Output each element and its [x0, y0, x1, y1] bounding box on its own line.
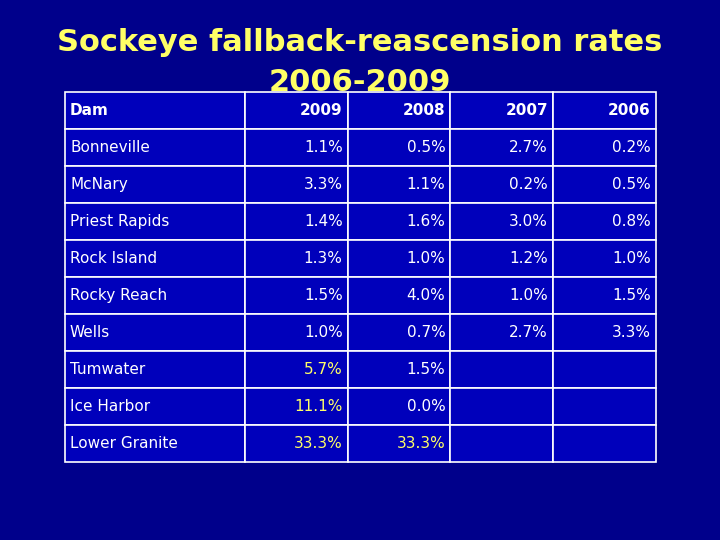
Bar: [245, 129, 348, 166]
Text: 1.1%: 1.1%: [407, 177, 445, 192]
Text: 0.0%: 0.0%: [407, 399, 445, 414]
Text: 3.3%: 3.3%: [611, 325, 651, 340]
Text: 2006: 2006: [608, 103, 651, 118]
Bar: [450, 314, 553, 351]
Text: 1.6%: 1.6%: [406, 214, 445, 229]
Bar: [65, 166, 245, 203]
Text: Lower Granite: Lower Granite: [70, 436, 178, 451]
Text: Rocky Reach: Rocky Reach: [70, 288, 167, 303]
Bar: [553, 425, 656, 462]
Bar: [65, 129, 245, 166]
Text: 0.5%: 0.5%: [407, 140, 445, 155]
Bar: [450, 92, 553, 129]
Bar: [553, 314, 656, 351]
Bar: [65, 351, 245, 388]
Bar: [65, 240, 245, 277]
Text: 33.3%: 33.3%: [294, 436, 343, 451]
Text: 1.1%: 1.1%: [304, 140, 343, 155]
Bar: [245, 314, 348, 351]
Bar: [245, 92, 348, 129]
Bar: [450, 129, 553, 166]
Text: 2.7%: 2.7%: [509, 325, 548, 340]
Bar: [553, 388, 656, 425]
Text: Bonneville: Bonneville: [70, 140, 150, 155]
Bar: [348, 314, 450, 351]
Bar: [245, 166, 348, 203]
Bar: [348, 92, 450, 129]
Text: 3.3%: 3.3%: [304, 177, 343, 192]
Text: 1.0%: 1.0%: [304, 325, 343, 340]
Text: Sockeye fallback-reascension rates: Sockeye fallback-reascension rates: [58, 28, 662, 57]
Bar: [245, 351, 348, 388]
Bar: [245, 388, 348, 425]
Bar: [348, 203, 450, 240]
Text: 1.3%: 1.3%: [304, 251, 343, 266]
Text: 1.4%: 1.4%: [304, 214, 343, 229]
Text: Rock Island: Rock Island: [70, 251, 157, 266]
Bar: [348, 240, 450, 277]
Bar: [245, 277, 348, 314]
Text: 2008: 2008: [402, 103, 445, 118]
Text: Ice Harbor: Ice Harbor: [70, 399, 150, 414]
Text: 1.2%: 1.2%: [509, 251, 548, 266]
Text: McNary: McNary: [70, 177, 127, 192]
Text: 0.2%: 0.2%: [612, 140, 651, 155]
Bar: [450, 240, 553, 277]
Text: 0.5%: 0.5%: [612, 177, 651, 192]
Text: 1.5%: 1.5%: [407, 362, 445, 377]
Text: 3.0%: 3.0%: [509, 214, 548, 229]
Bar: [553, 92, 656, 129]
Bar: [348, 388, 450, 425]
Text: 1.0%: 1.0%: [407, 251, 445, 266]
Text: 0.2%: 0.2%: [509, 177, 548, 192]
Bar: [245, 425, 348, 462]
Bar: [553, 166, 656, 203]
Text: Dam: Dam: [70, 103, 109, 118]
Bar: [450, 425, 553, 462]
Text: 2006-2009: 2006-2009: [269, 68, 451, 97]
Bar: [65, 314, 245, 351]
Text: 1.5%: 1.5%: [304, 288, 343, 303]
Text: Wells: Wells: [70, 325, 110, 340]
Bar: [450, 277, 553, 314]
Text: 0.7%: 0.7%: [407, 325, 445, 340]
Bar: [348, 351, 450, 388]
Text: 0.8%: 0.8%: [612, 214, 651, 229]
Bar: [450, 351, 553, 388]
Bar: [348, 166, 450, 203]
Bar: [553, 277, 656, 314]
Bar: [65, 388, 245, 425]
Bar: [450, 388, 553, 425]
Bar: [65, 425, 245, 462]
Text: 2.7%: 2.7%: [509, 140, 548, 155]
Text: Priest Rapids: Priest Rapids: [70, 214, 169, 229]
Bar: [348, 277, 450, 314]
Text: 2007: 2007: [505, 103, 548, 118]
Text: 4.0%: 4.0%: [407, 288, 445, 303]
Bar: [65, 92, 245, 129]
Text: 1.5%: 1.5%: [612, 288, 651, 303]
Bar: [450, 203, 553, 240]
Bar: [65, 203, 245, 240]
Text: 33.3%: 33.3%: [397, 436, 445, 451]
Text: Tumwater: Tumwater: [70, 362, 145, 377]
Text: 11.1%: 11.1%: [294, 399, 343, 414]
Bar: [245, 203, 348, 240]
Text: 1.0%: 1.0%: [612, 251, 651, 266]
Text: 2009: 2009: [300, 103, 343, 118]
Bar: [348, 129, 450, 166]
Text: 1.0%: 1.0%: [509, 288, 548, 303]
Bar: [553, 240, 656, 277]
Bar: [553, 203, 656, 240]
Bar: [245, 240, 348, 277]
Text: 5.7%: 5.7%: [304, 362, 343, 377]
Bar: [348, 425, 450, 462]
Bar: [553, 351, 656, 388]
Bar: [450, 166, 553, 203]
Bar: [553, 129, 656, 166]
Bar: [65, 277, 245, 314]
